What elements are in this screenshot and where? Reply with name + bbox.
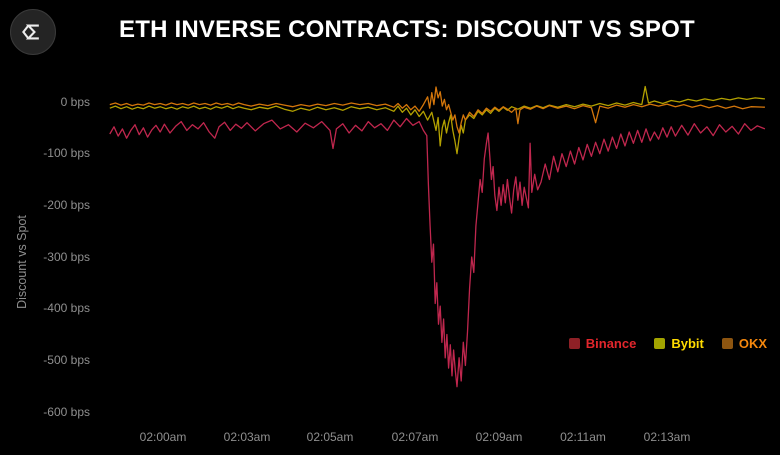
legend-label-bybit: Bybit: [671, 336, 704, 351]
page-title: ETH INVERSE CONTRACTS: DISCOUNT VS SPOT: [119, 16, 695, 43]
sigma-diamond-icon: [22, 24, 39, 40]
y-axis-title: Discount vs Spot: [15, 215, 29, 309]
x-tick-label: 02:09am: [475, 430, 523, 444]
legend: Binance Bybit OKX: [568, 336, 767, 351]
x-tick-label: 02:05am: [306, 430, 354, 444]
legend-item-binance[interactable]: Binance: [568, 336, 637, 351]
y-tick-label: 0 bps: [60, 94, 90, 109]
y-tick-label: -300 bps: [43, 249, 90, 264]
y-tick-label: -600 bps: [43, 404, 90, 419]
legend-item-bybit[interactable]: Bybit: [654, 337, 704, 350]
legend-label-okx: OKX: [738, 336, 767, 351]
x-tick-label: 02:03am: [223, 430, 271, 444]
y-tick-label: -400 bps: [43, 301, 90, 316]
okx-swatch-icon: [721, 338, 733, 349]
x-tick-label: 02:00am: [139, 430, 187, 444]
x-tick-label: 02:07am: [391, 430, 439, 444]
series-line-binance: [109, 117, 766, 388]
x-tick-label: 02:11am: [560, 430, 606, 444]
y-tick-label: -100 bps: [43, 146, 90, 161]
bybit-swatch-icon: [654, 338, 666, 349]
brand-logo[interactable]: [10, 9, 56, 55]
binance-swatch-icon: [568, 338, 580, 349]
series-line-okx: [109, 86, 765, 134]
legend-item-okx[interactable]: OKX: [721, 336, 767, 351]
y-tick-label: -200 bps: [43, 197, 90, 212]
y-tick-label: -500 bps: [43, 352, 90, 367]
series-line-bybit: [109, 85, 765, 155]
legend-label-binance: Binance: [585, 336, 637, 351]
x-tick-label: 02:13am: [643, 430, 691, 444]
